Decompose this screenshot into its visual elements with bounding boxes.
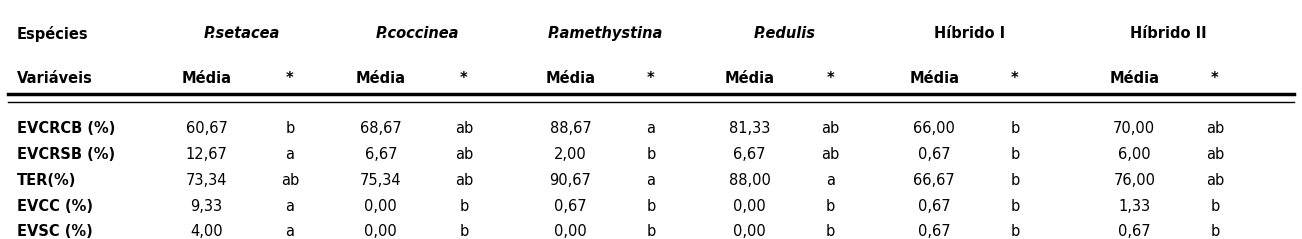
Text: TER(%): TER(%) [17,173,77,188]
Text: 68,67: 68,67 [359,121,401,136]
Text: *: * [647,71,655,86]
Text: ab: ab [454,121,473,136]
Text: Média: Média [182,71,232,86]
Text: P.setacea: P.setacea [203,26,280,41]
Text: 0,00: 0,00 [555,224,587,239]
Text: 75,34: 75,34 [359,173,401,188]
Text: EVSC (%): EVSC (%) [17,224,92,239]
Text: 6,67: 6,67 [365,147,397,162]
Text: 60,67: 60,67 [186,121,228,136]
Text: 2,00: 2,00 [555,147,587,162]
Text: a: a [647,121,655,136]
Text: P.amethystina: P.amethystina [548,26,663,41]
Text: b: b [1010,224,1019,239]
Text: ab: ab [822,147,840,162]
Text: *: * [1010,71,1018,86]
Text: 81,33: 81,33 [729,121,771,136]
Text: ab: ab [1206,147,1224,162]
Text: 4,00: 4,00 [190,224,223,239]
Text: 70,00: 70,00 [1113,121,1155,136]
Text: ab: ab [822,121,840,136]
Text: Média: Média [725,71,775,86]
Text: EVCRSB (%): EVCRSB (%) [17,147,115,162]
Text: b: b [646,224,656,239]
Text: a: a [285,224,294,239]
Text: b: b [1010,199,1019,213]
Text: b: b [460,199,469,213]
Text: a: a [285,147,294,162]
Text: 66,00: 66,00 [913,121,956,136]
Text: b: b [1211,199,1220,213]
Text: b: b [1010,173,1019,188]
Text: Média: Média [1109,71,1159,86]
Text: b: b [1010,147,1019,162]
Text: *: * [460,71,467,86]
Text: b: b [646,147,656,162]
Text: 0,67: 0,67 [918,224,950,239]
Text: 12,67: 12,67 [186,147,228,162]
Text: b: b [285,121,294,136]
Text: 0,00: 0,00 [733,199,766,213]
Text: P.edulis: P.edulis [754,26,816,41]
Text: 0,00: 0,00 [365,224,397,239]
Text: 88,00: 88,00 [729,173,771,188]
Text: 0,67: 0,67 [918,147,950,162]
Text: a: a [825,173,835,188]
Text: ab: ab [281,173,299,188]
Text: 90,67: 90,67 [549,173,591,188]
Text: P.coccinea: P.coccinea [375,26,458,41]
Text: a: a [285,199,294,213]
Text: Média: Média [546,71,595,86]
Text: *: * [1211,71,1219,86]
Text: ab: ab [454,147,473,162]
Text: EVCRCB (%): EVCRCB (%) [17,121,116,136]
Text: 9,33: 9,33 [190,199,223,213]
Text: 0,00: 0,00 [733,224,766,239]
Text: 0,00: 0,00 [365,199,397,213]
Text: 88,67: 88,67 [549,121,591,136]
Text: b: b [825,224,835,239]
Text: *: * [827,71,835,86]
Text: a: a [647,173,655,188]
Text: *: * [286,71,294,86]
Text: 0,67: 0,67 [1118,224,1151,239]
Text: b: b [1211,224,1220,239]
Text: 0,67: 0,67 [555,199,587,213]
Text: 76,00: 76,00 [1113,173,1155,188]
Text: 66,67: 66,67 [914,173,956,188]
Text: Híbrido II: Híbrido II [1130,26,1207,41]
Text: 6,00: 6,00 [1118,147,1151,162]
Text: Espécies: Espécies [17,26,89,42]
Text: Média: Média [909,71,960,86]
Text: 6,67: 6,67 [733,147,766,162]
Text: b: b [646,199,656,213]
Text: ab: ab [1206,121,1224,136]
Text: b: b [1010,121,1019,136]
Text: ab: ab [1206,173,1224,188]
Text: 1,33: 1,33 [1118,199,1151,213]
Text: Média: Média [355,71,406,86]
Text: EVCC (%): EVCC (%) [17,199,92,213]
Text: 0,67: 0,67 [918,199,950,213]
Text: b: b [825,199,835,213]
Text: Híbrido I: Híbrido I [934,26,1005,41]
Text: Variáveis: Variáveis [17,71,92,86]
Text: 73,34: 73,34 [186,173,228,188]
Text: ab: ab [454,173,473,188]
Text: b: b [460,224,469,239]
